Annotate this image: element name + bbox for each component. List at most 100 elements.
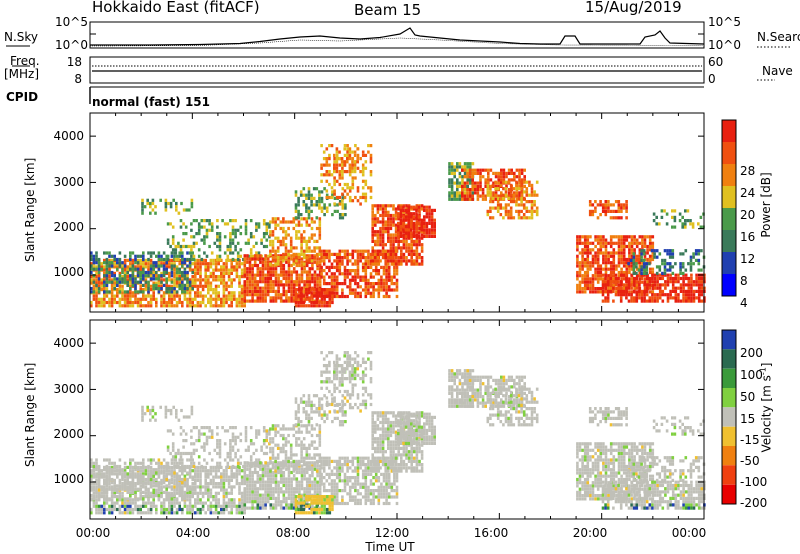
velocity-cell [160,511,163,515]
power-cell [282,270,286,274]
power-cell [307,206,311,210]
power-cell [108,270,111,275]
power-cell [607,274,610,278]
velocity-cell [126,490,129,494]
power-cell [351,291,355,295]
power-cell [320,275,323,279]
velocity-cell [168,511,171,515]
power-cell [181,254,184,258]
power-cell [581,251,584,255]
power-cell [157,251,161,255]
power-cell [272,283,275,287]
power-cell [530,190,534,194]
velocity-cell [116,490,119,494]
power-cell [121,288,124,292]
power-ytick: 1000 [53,265,84,279]
power-cell [105,264,109,268]
velocity-cell [186,504,189,508]
power-cell [589,267,592,271]
velocity-cell [199,498,202,502]
power-cell [299,291,303,295]
velocity-ytick: 4000 [53,336,84,350]
power-cell [290,280,293,284]
power-cell [415,205,418,209]
power-cell [196,300,200,305]
power-cell [311,263,314,268]
power-cell [423,231,426,235]
power-cell [330,278,334,282]
velocity-cell [126,501,129,505]
power-cell [292,259,296,263]
power-cell [256,289,260,293]
power-cell [103,294,106,298]
power-cell [384,262,387,266]
power-cell [687,280,691,284]
power-cell [126,294,129,298]
power-cell [297,256,301,260]
power-cell [110,288,114,292]
power-cell [255,228,258,232]
power-cell [591,283,595,287]
power-cell [166,254,170,258]
power-cell [197,232,201,236]
power-cell [453,171,456,175]
power-cell [522,190,526,194]
power-cell [405,259,408,263]
power-cell [302,203,306,207]
power-cell [405,210,408,214]
power-cell [491,196,495,200]
power-cell [315,304,319,308]
power-cell [142,262,145,266]
power-cell [343,249,347,253]
power-cell [520,196,523,200]
velocity-cell [139,461,142,465]
power-cell [607,200,610,204]
power-cell [266,263,270,268]
power-cell [297,213,300,217]
power-cell [385,288,388,292]
power-cell [90,275,93,279]
power-cell [617,293,620,297]
power-cell [353,163,357,167]
power-cell [285,283,288,287]
power-cell [287,270,291,274]
velocity-cell [175,482,179,486]
power-cell [648,241,652,245]
power-cell [149,254,153,258]
velocity-cell [134,507,137,512]
power-cell [512,193,516,197]
power-cell [456,194,459,198]
velocity-cell [95,478,98,482]
power-cell [203,251,206,255]
power-cell [658,289,662,293]
power-cell [374,217,377,221]
power-cell [269,276,273,281]
power-cell [412,231,416,235]
velocity-cell [108,471,111,475]
power-cell [625,283,629,287]
power-cell [297,288,300,292]
velocity-cell [100,495,103,499]
power-cell [110,284,114,288]
power-cell [240,288,244,292]
velocity-cell [173,485,176,489]
power-cell [264,254,267,258]
power-cell [230,265,233,269]
power-cell [591,261,595,265]
power-cell [255,241,258,245]
velocity-cell [134,461,137,465]
power-cell [643,299,646,303]
power-cell [311,257,314,261]
power-cell [328,288,332,292]
power-cell [420,262,424,266]
power-cell [384,204,387,208]
power-cell [690,273,693,277]
power-cell [305,254,309,258]
velocity-cell [103,475,106,479]
power-cell [147,265,150,269]
velocity-cell [131,471,135,475]
power-cell [333,278,336,282]
power-cell [152,251,155,255]
power-cell [217,291,220,295]
velocity-cell [110,511,114,515]
